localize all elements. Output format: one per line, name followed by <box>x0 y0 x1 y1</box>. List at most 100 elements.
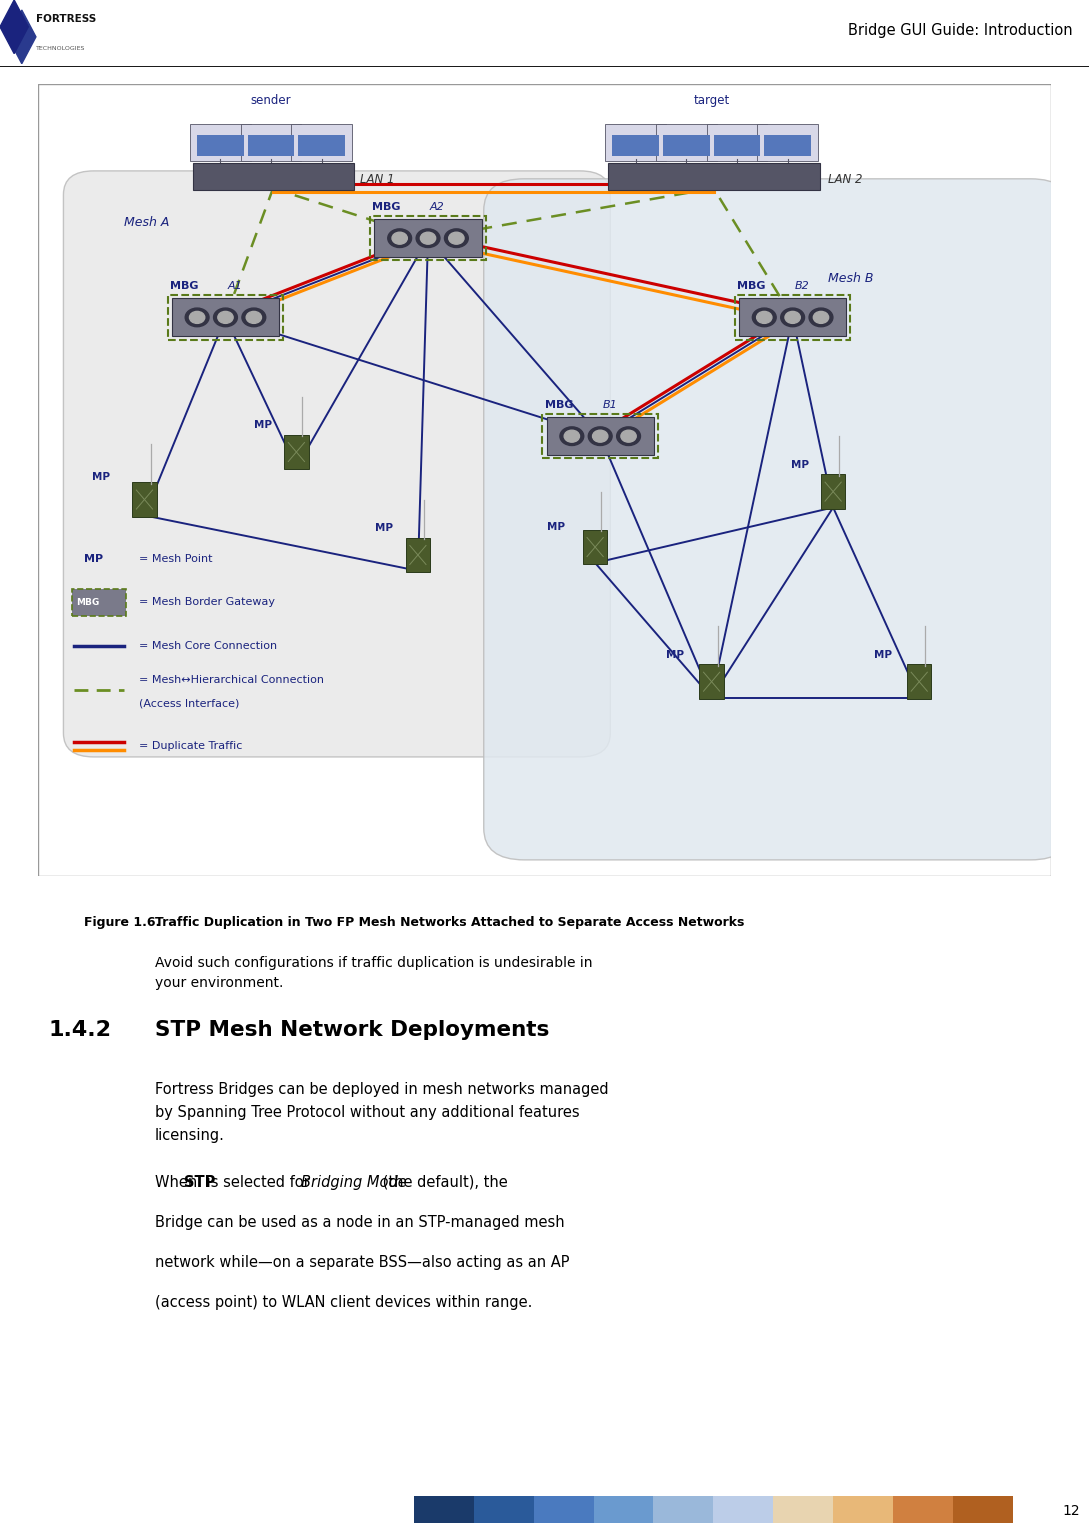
FancyBboxPatch shape <box>739 299 846 337</box>
FancyBboxPatch shape <box>172 299 279 337</box>
Text: sender: sender <box>250 93 292 107</box>
Circle shape <box>388 228 412 248</box>
Text: B1: B1 <box>602 401 617 410</box>
Bar <box>713 1496 773 1523</box>
FancyBboxPatch shape <box>699 664 724 699</box>
Text: MBG: MBG <box>544 401 573 410</box>
Text: Figure 1.6.: Figure 1.6. <box>84 915 160 929</box>
Text: MP: MP <box>873 650 892 659</box>
Text: MP: MP <box>791 460 809 471</box>
Circle shape <box>420 231 436 244</box>
Text: Traffic Duplication in Two FP Mesh Networks Attached to Separate Access Networks: Traffic Duplication in Two FP Mesh Netwo… <box>155 915 744 929</box>
Circle shape <box>246 311 261 323</box>
Text: Mesh B: Mesh B <box>828 271 873 285</box>
Circle shape <box>416 228 440 248</box>
FancyBboxPatch shape <box>406 538 430 573</box>
Text: A1: A1 <box>228 282 242 291</box>
Circle shape <box>213 308 237 327</box>
FancyBboxPatch shape <box>609 163 820 190</box>
Text: LAN 1: LAN 1 <box>360 174 394 186</box>
Bar <box>893 1496 953 1523</box>
Text: MP: MP <box>84 554 102 564</box>
Text: A2: A2 <box>430 203 444 212</box>
Text: LAN 2: LAN 2 <box>828 174 862 186</box>
Text: (Access Interface): (Access Interface) <box>139 698 240 708</box>
FancyBboxPatch shape <box>298 134 345 155</box>
FancyBboxPatch shape <box>656 125 717 160</box>
Text: is selected for: is selected for <box>201 1174 314 1189</box>
Text: MP: MP <box>547 522 564 532</box>
FancyBboxPatch shape <box>132 483 157 516</box>
Text: STP: STP <box>184 1174 216 1189</box>
FancyBboxPatch shape <box>707 125 768 160</box>
Text: Bridging Mode: Bridging Mode <box>302 1174 407 1189</box>
Circle shape <box>392 231 407 244</box>
Text: = Mesh↔Hierarchical Connection: = Mesh↔Hierarchical Connection <box>139 675 325 685</box>
Circle shape <box>588 426 612 446</box>
Circle shape <box>242 308 266 327</box>
Text: Bridge can be used as a node in an STP-managed mesh: Bridge can be used as a node in an STP-m… <box>155 1215 564 1229</box>
Circle shape <box>564 429 579 442</box>
Circle shape <box>444 228 468 248</box>
FancyBboxPatch shape <box>821 474 845 509</box>
Circle shape <box>757 311 772 323</box>
Bar <box>653 1496 713 1523</box>
Circle shape <box>185 308 209 327</box>
Text: MP: MP <box>254 420 272 431</box>
Text: FORTRESS: FORTRESS <box>36 14 96 24</box>
FancyBboxPatch shape <box>757 125 818 160</box>
Circle shape <box>560 426 584 446</box>
Text: Avoid such configurations if traffic duplication is undesirable in
your environm: Avoid such configurations if traffic dup… <box>155 956 592 990</box>
Circle shape <box>592 429 608 442</box>
FancyBboxPatch shape <box>547 417 653 455</box>
Text: network while—on a separate BSS—also acting as an AP: network while—on a separate BSS—also act… <box>155 1255 570 1270</box>
Text: TECHNOLOGIES: TECHNOLOGIES <box>36 46 85 50</box>
Polygon shape <box>0 0 28 53</box>
FancyBboxPatch shape <box>197 134 244 155</box>
Text: = Mesh Point: = Mesh Point <box>139 554 212 564</box>
Text: Mesh A: Mesh A <box>124 216 170 230</box>
FancyBboxPatch shape <box>605 125 666 160</box>
Text: target: target <box>694 93 730 107</box>
FancyBboxPatch shape <box>291 125 352 160</box>
FancyBboxPatch shape <box>193 163 354 190</box>
FancyBboxPatch shape <box>907 664 931 699</box>
FancyBboxPatch shape <box>191 125 250 160</box>
Text: = Duplicate Traffic: = Duplicate Traffic <box>139 742 243 751</box>
Circle shape <box>785 311 800 323</box>
FancyBboxPatch shape <box>713 134 760 155</box>
Text: (access point) to WLAN client devices within range.: (access point) to WLAN client devices wi… <box>155 1295 531 1310</box>
Circle shape <box>218 311 233 323</box>
Bar <box>474 1496 534 1523</box>
Text: MP: MP <box>91 472 110 481</box>
Text: MBG: MBG <box>737 282 766 291</box>
Circle shape <box>809 308 833 327</box>
Bar <box>833 1496 893 1523</box>
Circle shape <box>752 308 776 327</box>
FancyBboxPatch shape <box>375 219 481 257</box>
FancyBboxPatch shape <box>484 178 1072 860</box>
Text: MBG: MBG <box>372 203 401 212</box>
Text: Bridge GUI Guide: Introduction: Bridge GUI Guide: Introduction <box>848 23 1073 38</box>
Text: STP Mesh Network Deployments: STP Mesh Network Deployments <box>155 1020 549 1040</box>
FancyBboxPatch shape <box>663 134 710 155</box>
Circle shape <box>813 311 829 323</box>
FancyBboxPatch shape <box>63 171 610 757</box>
FancyBboxPatch shape <box>38 84 1051 876</box>
Text: When: When <box>155 1174 201 1189</box>
Text: MP: MP <box>376 524 393 533</box>
FancyBboxPatch shape <box>284 434 308 469</box>
Text: B2: B2 <box>795 282 809 291</box>
Circle shape <box>621 429 636 442</box>
FancyBboxPatch shape <box>72 589 126 615</box>
Text: = Mesh Core Connection: = Mesh Core Connection <box>139 641 278 650</box>
Bar <box>953 1496 1013 1523</box>
Circle shape <box>781 308 805 327</box>
FancyBboxPatch shape <box>248 134 294 155</box>
Bar <box>534 1496 594 1523</box>
Text: MP: MP <box>666 650 684 659</box>
Bar <box>414 1496 474 1523</box>
FancyBboxPatch shape <box>241 125 302 160</box>
Text: MBG: MBG <box>170 282 198 291</box>
FancyBboxPatch shape <box>764 134 811 155</box>
